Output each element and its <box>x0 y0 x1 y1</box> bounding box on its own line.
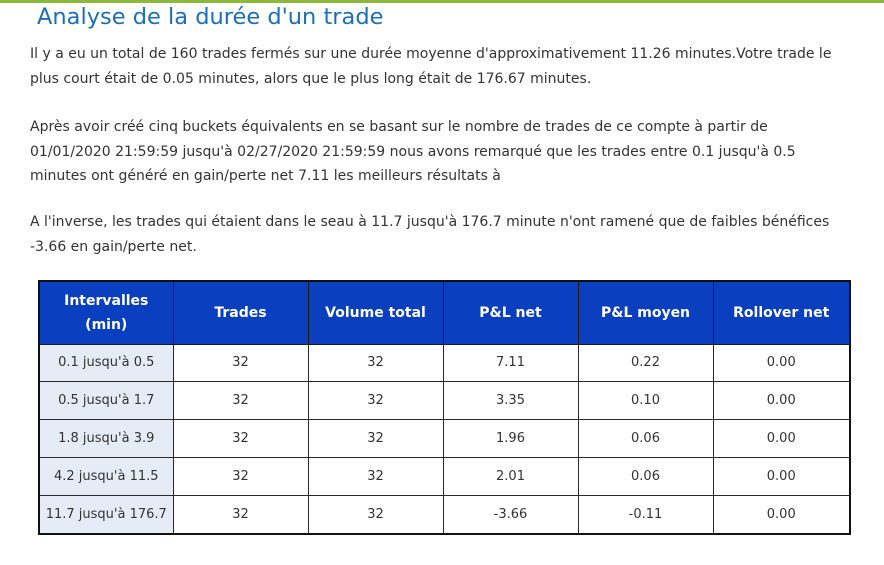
cell-trades: 32 <box>172 419 309 458</box>
cell-avg-pnl: 0.06 <box>577 419 714 458</box>
cell-volume: 32 <box>307 495 444 535</box>
cell-interval: 1.8 jusqu'à 3.9 <box>38 419 174 458</box>
cell-trades: 32 <box>172 457 309 496</box>
cell-trades: 32 <box>172 381 309 420</box>
cell-net-pnl: 7.11 <box>442 344 579 382</box>
cell-volume: 32 <box>307 344 444 382</box>
worst-bucket-paragraph: A l'inverse, les trades qui étaient dans… <box>30 214 830 255</box>
cell-rollover: 0.00 <box>712 381 851 420</box>
cell-interval: 11.7 jusqu'à 176.7 <box>38 495 174 535</box>
header-total-volume: Volume total <box>307 280 444 345</box>
table-row: 4.2 jusqu'à 11.5 32 32 2.01 0.06 0.00 <box>38 457 851 496</box>
header-intervals: Intervalles (min) <box>38 280 174 345</box>
header-avg-pnl: P&L moyen <box>577 280 714 345</box>
cell-rollover: 0.00 <box>712 419 851 458</box>
header-trades: Trades <box>172 280 309 345</box>
cell-rollover: 0.00 <box>712 495 851 535</box>
table-row: 1.8 jusqu'à 3.9 32 32 1.96 0.06 0.00 <box>38 419 851 458</box>
cell-volume: 32 <box>307 381 444 420</box>
cell-avg-pnl: 0.10 <box>577 381 714 420</box>
cell-trades: 32 <box>172 495 309 535</box>
cell-volume: 32 <box>307 419 444 458</box>
cell-avg-pnl: 0.22 <box>577 344 714 382</box>
cell-net-pnl: -3.66 <box>442 495 579 535</box>
cell-net-pnl: 3.35 <box>442 381 579 420</box>
cell-avg-pnl: -0.11 <box>577 495 714 535</box>
cell-net-pnl: 2.01 <box>442 457 579 496</box>
top-divider <box>0 0 884 3</box>
duration-buckets-table: Intervalles (min) Trades Volume total P&… <box>38 280 851 535</box>
best-bucket-paragraph: Après avoir créé cinq buckets équivalent… <box>30 119 796 184</box>
table-row: 11.7 jusqu'à 176.7 32 32 -3.66 -0.11 0.0… <box>38 495 851 535</box>
header-net-rollover: Rollover net <box>712 280 851 345</box>
cell-rollover: 0.00 <box>712 457 851 496</box>
cell-avg-pnl: 0.06 <box>577 457 714 496</box>
cell-net-pnl: 1.96 <box>442 419 579 458</box>
summary-paragraph: Il y a eu un total de 160 trades fermés … <box>30 46 832 87</box>
cell-interval: 0.5 jusqu'à 1.7 <box>38 381 174 420</box>
page-title: Analyse de la durée d'un trade <box>37 4 384 30</box>
cell-volume: 32 <box>307 457 444 496</box>
cell-interval: 0.1 jusqu'à 0.5 <box>38 344 174 382</box>
cell-rollover: 0.00 <box>712 344 851 382</box>
table-row: 0.5 jusqu'à 1.7 32 32 3.35 0.10 0.00 <box>38 381 851 420</box>
table-row: 0.1 jusqu'à 0.5 32 32 7.11 0.22 0.00 <box>38 344 851 382</box>
cell-interval: 4.2 jusqu'à 11.5 <box>38 457 174 496</box>
cell-trades: 32 <box>172 344 309 382</box>
header-net-pnl: P&L net <box>442 280 579 345</box>
table-header-row: Intervalles (min) Trades Volume total P&… <box>38 280 851 345</box>
